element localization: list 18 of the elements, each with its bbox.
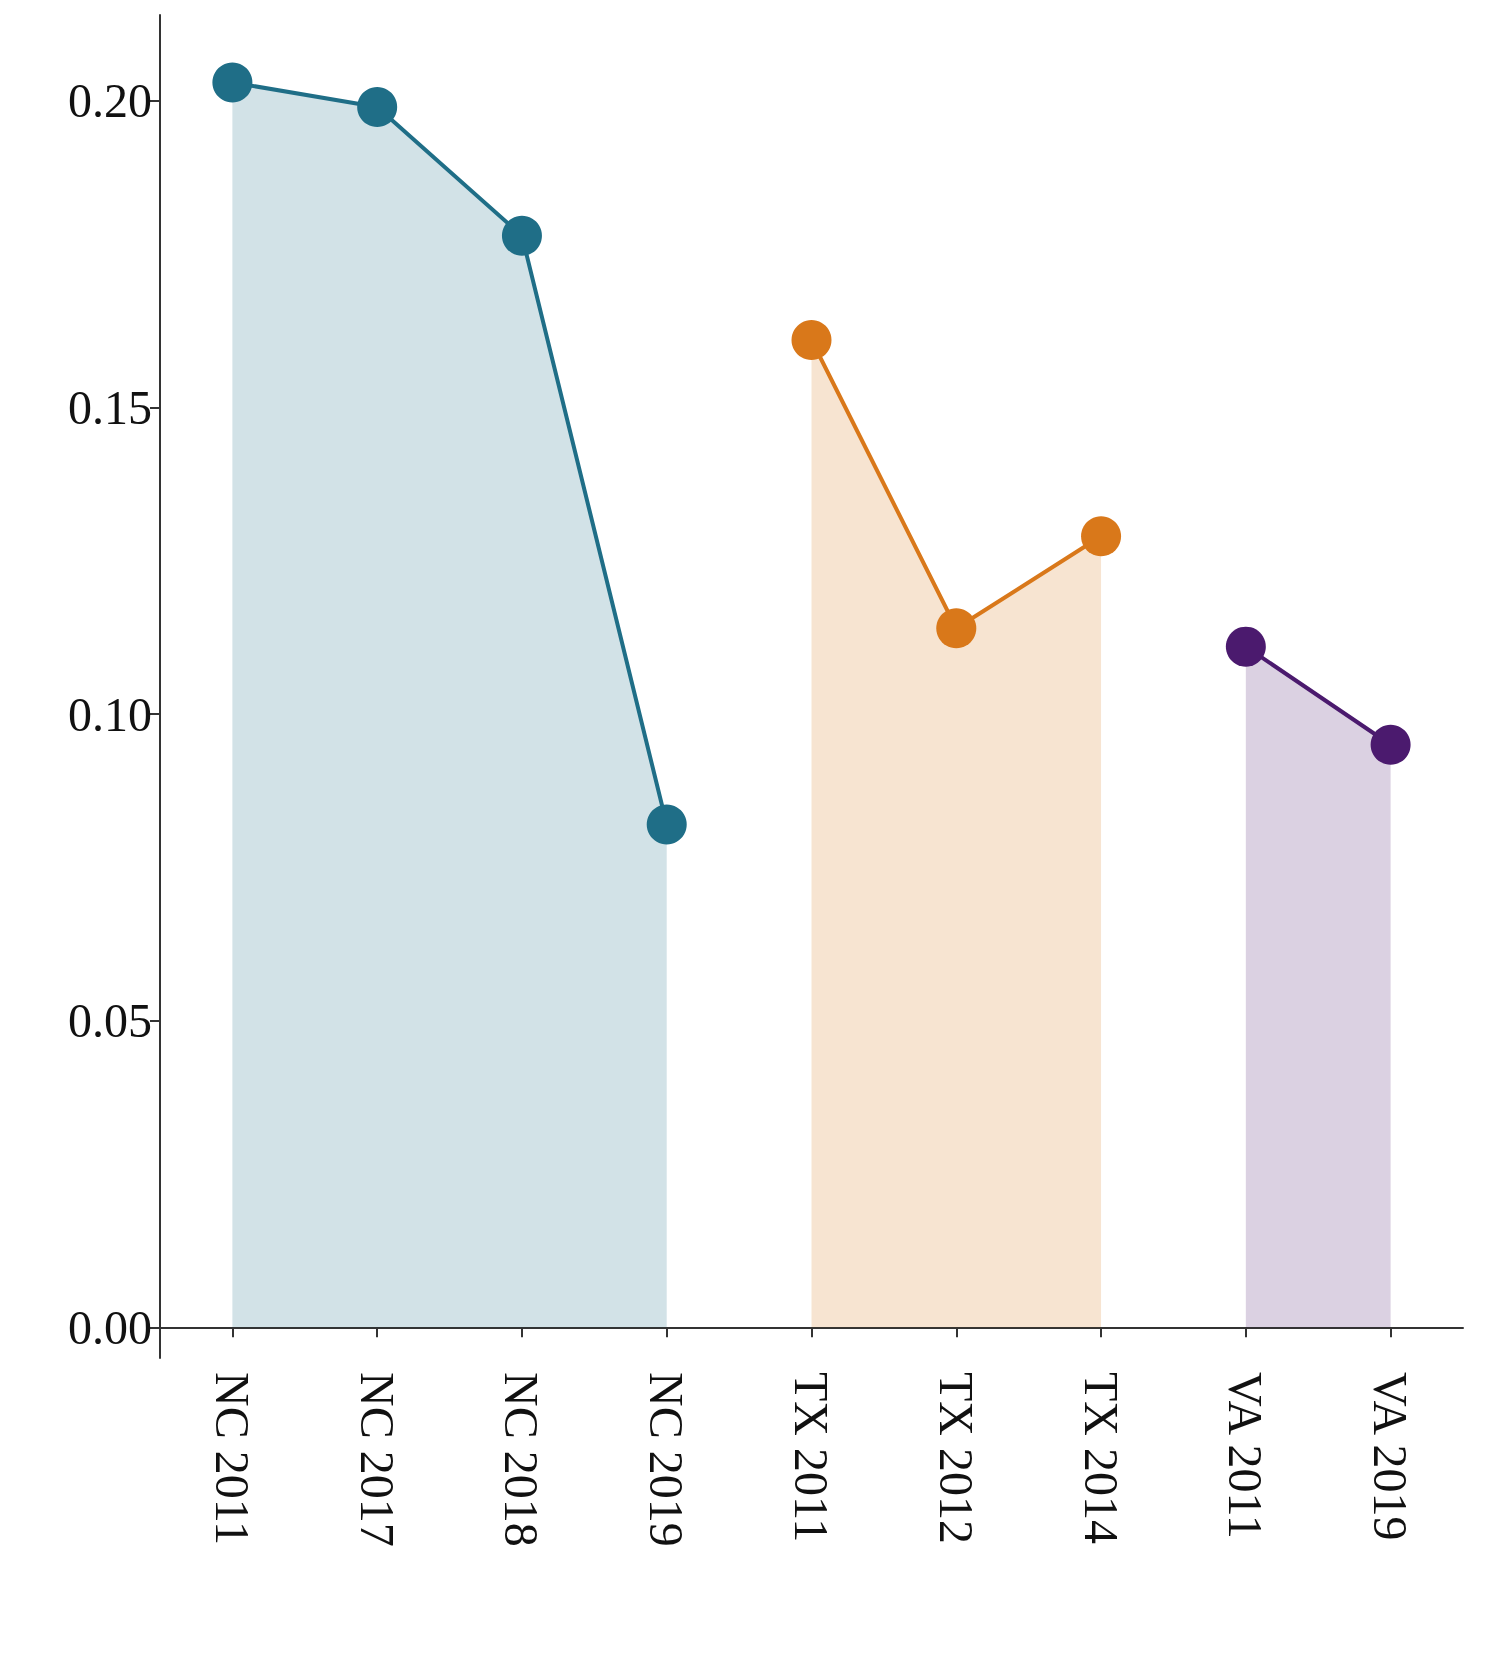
x-tick-label: TX 2011 bbox=[785, 1372, 838, 1543]
x-tick-label: NC 2011 bbox=[205, 1372, 259, 1545]
y-tick-label: 0.10 bbox=[68, 687, 152, 741]
x-tick-label: TX 2012 bbox=[929, 1372, 983, 1544]
x-tick-label: VA 2019 bbox=[1364, 1372, 1418, 1541]
point bbox=[646, 804, 687, 845]
x-tick-label: TX 2014 bbox=[1074, 1372, 1128, 1544]
y-tick-label: 0.00 bbox=[68, 1300, 152, 1354]
y-tick-label: 0.15 bbox=[68, 380, 152, 434]
x-tick-label: NC 2017 bbox=[350, 1372, 404, 1547]
point bbox=[357, 87, 398, 127]
y-tick-label: 0.05 bbox=[68, 994, 152, 1048]
x-tick-label: VA 2011 bbox=[1219, 1372, 1273, 1539]
x-tick-label: NC 2019 bbox=[640, 1372, 694, 1547]
point bbox=[501, 215, 542, 256]
y-tick-label: 0.20 bbox=[68, 74, 152, 128]
point bbox=[212, 62, 253, 103]
x-tick-label: NC 2018 bbox=[495, 1372, 549, 1547]
